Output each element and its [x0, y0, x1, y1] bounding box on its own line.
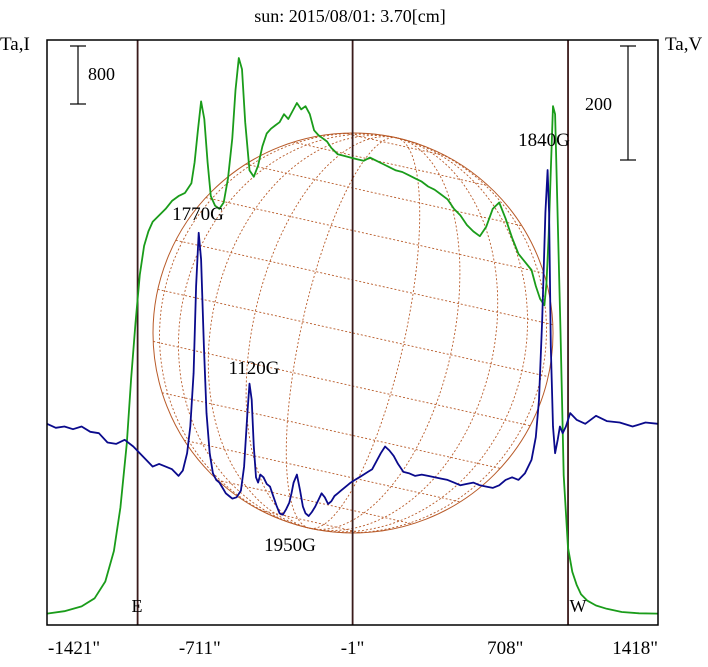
annotations-layer: 1770G 1120G 1950G 1840G: [172, 130, 570, 556]
chart-title: sun: 2015/08/01: 3.70[cm]: [254, 6, 446, 26]
longitude-line: [309, 137, 461, 530]
latitude-line: [205, 197, 544, 274]
latitude-line: [245, 163, 522, 227]
latitude-line: [162, 392, 501, 469]
series-layer: [46, 57, 659, 615]
latitude-line: [260, 509, 362, 534]
longitude-line: [245, 136, 397, 529]
scale-bar-left: 800: [70, 45, 115, 105]
longitude-line: [159, 132, 397, 529]
x-tick-label: -1421": [48, 638, 100, 659]
x-tick-label: -1": [341, 638, 365, 659]
west-limb-label: W: [570, 596, 587, 616]
y-left-label: Ta,I: [0, 34, 30, 55]
annotation-label: 1950G: [264, 535, 316, 556]
x-tick-label: 708": [487, 638, 523, 659]
longitude-line: [309, 137, 499, 532]
latitude-line: [175, 239, 553, 326]
series-line-intensity: [46, 57, 659, 615]
plot-frame: [46, 39, 659, 626]
solar-disk-grid: [152, 132, 554, 534]
longitude-line: [309, 137, 421, 529]
longitude-line: [207, 134, 397, 529]
latitude-line: [293, 141, 489, 187]
x-tick-label: 1418": [612, 638, 658, 659]
annotation-label: 1120G: [228, 358, 279, 379]
y-right-label: Ta,V: [665, 34, 702, 55]
annotation-label: 1770G: [172, 204, 224, 225]
x-axis-ticks: -1421" -711" -1" 708" 1418": [48, 638, 658, 659]
reference-lines: [136, 40, 569, 625]
latitude-line: [153, 340, 531, 427]
latitude-line: [184, 439, 461, 503]
longitude-line: [309, 137, 547, 534]
scale-bar-right: 200: [585, 45, 636, 161]
latitude-line: [217, 479, 413, 525]
latitude-line: [344, 132, 446, 157]
x-tick-label: -711": [179, 638, 221, 659]
annotation-label: 1840G: [518, 130, 570, 151]
scale-bar-right-label: 200: [585, 94, 612, 114]
longitude-line: [177, 133, 397, 529]
scale-bar-left-label: 800: [88, 64, 115, 84]
east-limb-label: E: [132, 596, 143, 616]
series-line-polarization: [46, 169, 659, 517]
longitude-line: [309, 137, 529, 533]
